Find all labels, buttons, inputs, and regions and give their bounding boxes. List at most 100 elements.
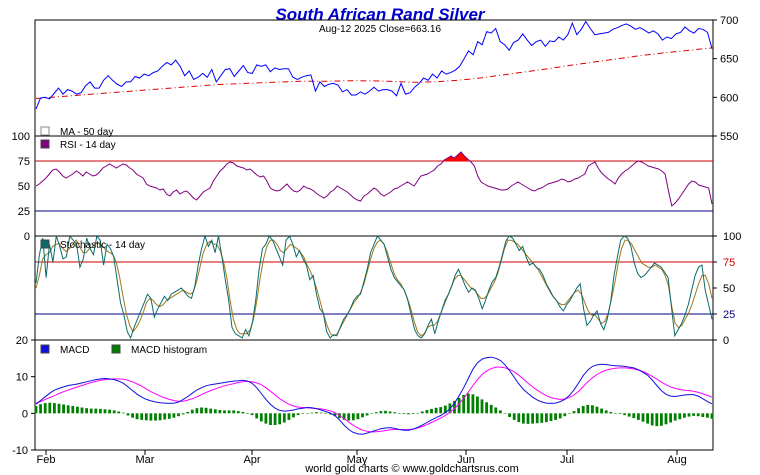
macd-histogram-bar xyxy=(282,413,286,423)
panel-frame-4 xyxy=(34,339,714,451)
macd-histogram-bar xyxy=(80,407,84,414)
rsi-line xyxy=(35,151,713,207)
macd-histogram-bar xyxy=(540,413,544,423)
macd-histogram-bar xyxy=(443,405,447,414)
macd-histogram-bar xyxy=(416,413,420,414)
price-y-tick-label: 550 xyxy=(720,131,738,143)
macd-histogram-bar xyxy=(333,413,337,417)
panel-frame-3 xyxy=(34,235,714,341)
macd-histogram-bar xyxy=(122,412,125,414)
macd-histogram-bar xyxy=(154,413,157,421)
macd-histogram-bar xyxy=(660,413,663,426)
macd-histogram-bar xyxy=(397,413,401,414)
macd-histogram-bar xyxy=(526,413,530,424)
macd-histogram-bar xyxy=(641,413,645,422)
macd-histogram-bar xyxy=(112,410,116,414)
macd-histogram-bar xyxy=(595,406,599,414)
macd-histogram-bar xyxy=(683,413,686,418)
macd-histogram-bar xyxy=(499,410,502,414)
macd-histogram-bar xyxy=(356,413,360,420)
stoch-y-tick-label: 0 xyxy=(723,335,729,347)
macd-histogram-bar xyxy=(462,395,466,414)
macd-histogram-bar xyxy=(439,407,443,414)
macd-histogram-bar xyxy=(57,403,61,414)
macd-histogram-bar xyxy=(609,411,613,414)
macd-histogram-bar xyxy=(144,413,148,421)
rsi-y-tick-label: 50 xyxy=(18,181,30,193)
macd-histogram-bar xyxy=(604,410,608,414)
x-axis-month-label: Mar xyxy=(136,454,155,466)
macd-histogram-bar xyxy=(89,408,93,414)
macd-histogram-bar xyxy=(508,413,511,417)
macd-histogram-bar xyxy=(678,413,682,420)
macd-histogram-bar xyxy=(568,413,571,414)
price-y-tick-label: 600 xyxy=(720,92,738,104)
stoch-y-tick-label: 75 xyxy=(723,257,735,269)
rsi-y-tick-label: 100 xyxy=(12,131,30,143)
macd-histogram-bar xyxy=(310,412,314,414)
macd-histogram-bar xyxy=(384,410,387,414)
macd-histogram-bar xyxy=(250,413,254,416)
panel-frame-1 xyxy=(34,19,714,137)
macd-histogram-bar xyxy=(370,413,374,414)
macd-histogram-bar xyxy=(365,413,369,416)
stoch-d-line xyxy=(35,239,713,337)
macd-histogram-bar xyxy=(466,393,470,414)
macd-histogram-bar xyxy=(66,405,70,414)
x-axis-month-label: Apr xyxy=(243,454,260,466)
macd-histogram-bar xyxy=(195,408,199,414)
macd-histogram-bar xyxy=(374,412,378,414)
rsi-y-tick-label: 0 xyxy=(24,231,30,243)
macd-histogram-bar xyxy=(471,394,475,414)
macd-histogram-bar xyxy=(673,413,677,421)
macd-histogram-bar xyxy=(213,409,217,414)
macd-histogram-bar xyxy=(480,399,484,414)
macd-histogram-bar xyxy=(158,413,162,421)
macd-histogram-bar xyxy=(172,413,176,418)
price-y-tick-label: 700 xyxy=(720,15,738,27)
macd-histogram-bar xyxy=(512,413,516,420)
macd-histogram-bar xyxy=(646,413,649,424)
macd-histogram-bar xyxy=(503,413,507,414)
macd-histogram-bar xyxy=(554,413,557,420)
macd-histogram-bar xyxy=(103,409,107,414)
macd-histogram-bar xyxy=(664,413,668,425)
macd-histogram-bar xyxy=(393,412,397,414)
macd-histogram-bar xyxy=(655,413,659,427)
price-y-tick-label: 650 xyxy=(720,54,738,66)
macd-histogram-bar xyxy=(324,413,328,414)
x-axis-month-label: Jul xyxy=(560,454,574,466)
macd-histogram-bar xyxy=(186,411,190,414)
macd-histogram-bar xyxy=(39,404,42,414)
macd-histogram-bar xyxy=(361,413,364,418)
macd-histogram-bar xyxy=(319,412,323,414)
macd-histogram-bar xyxy=(425,410,429,414)
panel-frame-2 xyxy=(34,135,714,237)
macd-histogram-bar xyxy=(706,413,709,418)
macd-histogram-bar xyxy=(135,413,139,420)
macd-histogram-bar xyxy=(342,413,346,420)
macd-histogram-bar xyxy=(76,406,79,414)
macd-histogram-bar xyxy=(227,410,231,414)
macd-histogram-bar xyxy=(687,413,691,417)
stoch-y-tick-label: 25 xyxy=(723,309,735,321)
macd-histogram-bar xyxy=(264,413,268,424)
macd-legend-label: MACD xyxy=(60,345,89,356)
macd-histogram-bar xyxy=(411,413,415,414)
macd-histogram-bar xyxy=(126,413,130,416)
macd-histogram-bar xyxy=(62,404,65,414)
macd-histogram-bar xyxy=(627,413,631,417)
ma-50-line xyxy=(35,47,713,99)
macd-y-tick-label: 10 xyxy=(16,372,28,384)
x-axis-month-label: Aug xyxy=(667,454,687,466)
macd-histogram-bar xyxy=(577,408,580,414)
macd-histogram-bar xyxy=(177,413,180,417)
macd-histogram-bar xyxy=(407,413,410,415)
macd-y-tick-label: -10 xyxy=(12,445,28,457)
macd-histogram-bar xyxy=(246,413,249,414)
macd-histogram-bar xyxy=(600,408,603,414)
macd-histogram-bar xyxy=(420,411,424,414)
macd-histogram-bar xyxy=(618,413,622,414)
